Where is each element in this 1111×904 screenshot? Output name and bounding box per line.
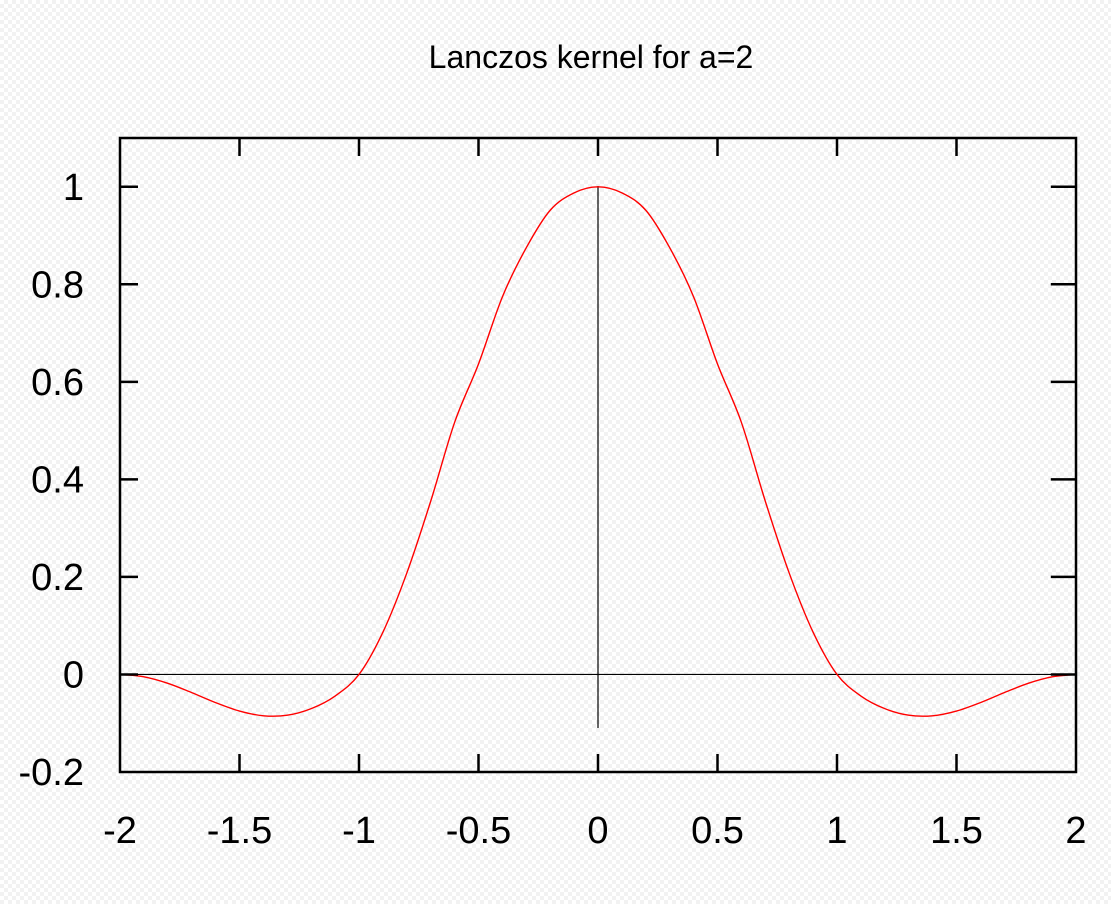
x-tick-label: -1 <box>342 810 376 852</box>
zero-axes <box>120 186 1076 728</box>
plot-frame <box>118 136 1078 774</box>
x-tick-label: 0 <box>587 810 608 852</box>
x-tick-label: -2 <box>103 810 137 852</box>
x-tick-label: 0.5 <box>691 810 744 852</box>
y-tick-label: 0.6 <box>31 362 84 404</box>
y-tick-label: 0.2 <box>31 557 84 599</box>
y-tick-label: 0.4 <box>31 459 84 501</box>
x-tick-label: -1.5 <box>207 810 272 852</box>
y-tick-label: 0.8 <box>31 264 84 306</box>
chart-title: Lanczos kernel for a=2 <box>429 39 754 75</box>
y-tick-label: -0.2 <box>19 752 84 794</box>
series-line-0 <box>119 186 1077 717</box>
x-tick-label: 2 <box>1065 810 1086 852</box>
y-tick-label: 1 <box>63 167 84 209</box>
tick-labels-layer: -2 -1.5 -1 -0.5 0 0.5 1 1.5 2 -0.2 0 0.2 0.4 0.6 0.8 1 <box>19 167 1087 852</box>
x-tick-label: 1.5 <box>930 810 983 852</box>
series-layer <box>119 186 1077 717</box>
x-tick-label: -0.5 <box>446 810 511 852</box>
x-tick-label: 1 <box>826 810 847 852</box>
ticks-layer <box>120 138 1076 772</box>
y-tick-label: 0 <box>63 654 84 696</box>
